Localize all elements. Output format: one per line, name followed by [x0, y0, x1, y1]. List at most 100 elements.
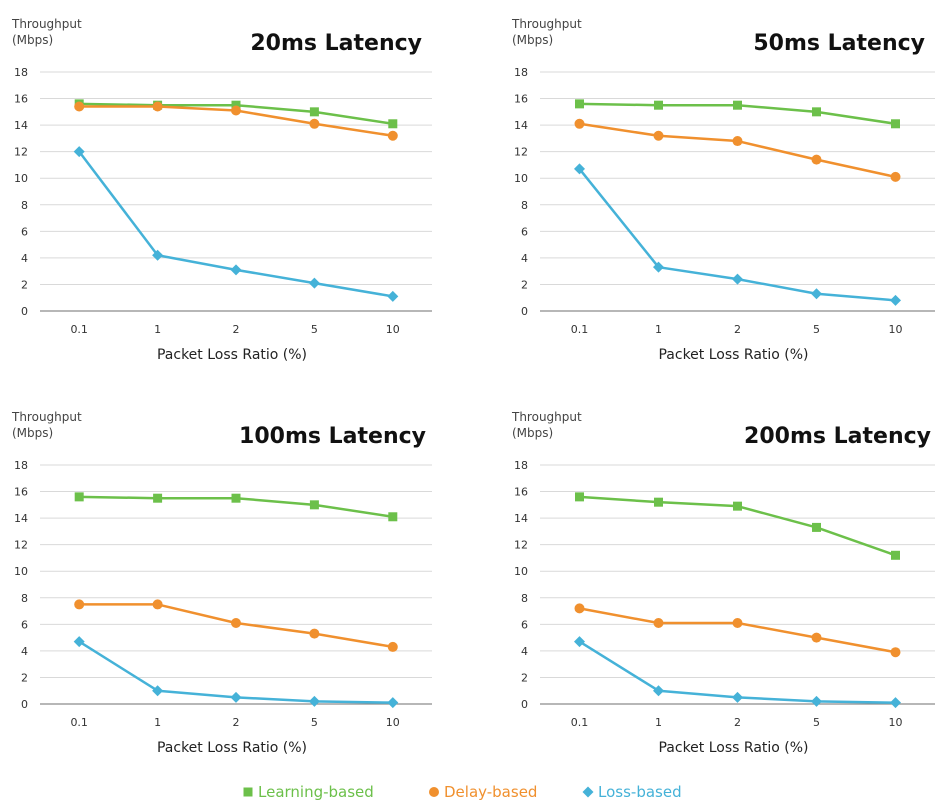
data-point	[231, 100, 241, 110]
data-point	[574, 163, 585, 175]
data-point	[387, 697, 399, 709]
y-tick-label: 16	[514, 93, 528, 106]
x-tick-label: 10	[889, 323, 903, 336]
data-point	[811, 288, 822, 300]
x-tick-label: 0.1	[571, 716, 589, 729]
y-axis-label-line: (Mbps)	[512, 33, 553, 47]
data-point	[812, 522, 821, 532]
x-tick-label: 0.1	[571, 323, 589, 336]
y-tick-label: 12	[514, 539, 528, 552]
x-axis-label: Packet Loss Ratio (%)	[157, 347, 307, 363]
y-axis-label: Throughput (Mbps)	[11, 17, 82, 47]
y-tick-label: 14	[514, 119, 528, 132]
chart-title: 200ms Latency	[744, 424, 931, 449]
series-delay-based	[574, 118, 901, 182]
legend: Learning-based Delay-based Loss-based	[243, 783, 682, 801]
y-tick-label: 0	[521, 305, 528, 318]
x-axis-label: Packet Loss Ratio (%)	[157, 740, 307, 756]
data-point	[230, 691, 242, 703]
x-axis-label: Packet Loss Ratio (%)	[658, 347, 808, 363]
data-point	[732, 136, 743, 147]
y-tick-label: 12	[14, 146, 28, 159]
y-tick-label: 14	[14, 512, 28, 525]
y-tick-label: 8	[21, 199, 28, 212]
data-point	[890, 697, 901, 709]
data-point	[309, 107, 319, 117]
data-point	[387, 130, 398, 141]
data-point	[152, 249, 164, 261]
series-learning-based	[575, 99, 900, 129]
x-tick-label: 5	[311, 323, 318, 336]
x-tick-label: 10	[889, 716, 903, 729]
chart-title: 20ms Latency	[250, 31, 422, 56]
data-point	[387, 290, 399, 302]
data-point	[308, 277, 320, 289]
data-point	[890, 294, 901, 306]
legend-item: Delay-based	[429, 783, 537, 801]
data-point	[74, 599, 85, 610]
y-tick-label: 16	[514, 486, 528, 499]
data-point	[653, 261, 664, 273]
series-delay-based	[74, 101, 398, 141]
chart-title: 100ms Latency	[239, 424, 426, 449]
y-axis-label-line: (Mbps)	[12, 33, 53, 47]
data-point	[575, 492, 584, 502]
data-point	[388, 119, 398, 129]
legend-marker	[429, 787, 439, 797]
chart-panel-2: Throughput (Mbps) 50ms Latency024681012141…	[511, 17, 935, 363]
series-loss-based	[73, 636, 399, 709]
y-tick-label: 4	[21, 645, 28, 658]
data-point	[153, 493, 163, 503]
y-tick-label: 2	[521, 671, 528, 684]
y-tick-label: 2	[21, 671, 28, 684]
y-tick-label: 8	[521, 199, 528, 212]
y-tick-label: 0	[21, 698, 28, 711]
data-point	[73, 636, 85, 648]
data-point	[891, 119, 900, 129]
y-tick-label: 16	[14, 93, 28, 106]
y-tick-label: 4	[521, 252, 528, 265]
y-tick-label: 6	[521, 618, 528, 631]
data-point	[308, 695, 320, 707]
y-axis-label-line: Throughput	[11, 17, 82, 31]
y-tick-label: 12	[514, 146, 528, 159]
data-point	[231, 618, 241, 629]
y-tick-label: 14	[514, 512, 528, 525]
data-point	[574, 636, 585, 648]
data-point	[309, 628, 320, 639]
x-axis-label: Packet Loss Ratio (%)	[658, 740, 808, 756]
x-tick-label: 5	[813, 323, 820, 336]
data-point	[732, 691, 743, 703]
data-point	[654, 497, 663, 507]
y-axis-label-line: Throughput	[11, 410, 82, 424]
data-point	[152, 599, 163, 610]
data-point	[811, 695, 822, 707]
y-tick-label: 10	[14, 172, 28, 185]
y-axis-label: Throughput (Mbps)	[11, 410, 82, 440]
data-point	[152, 685, 164, 697]
y-tick-label: 10	[14, 565, 28, 578]
x-tick-label: 0.1	[70, 716, 88, 729]
y-tick-label: 6	[521, 225, 528, 238]
data-point	[574, 603, 585, 614]
data-point	[74, 101, 85, 112]
legend-label: Learning-based	[258, 783, 374, 801]
y-tick-label: 0	[21, 305, 28, 318]
data-point	[653, 685, 664, 697]
chart-panel-4: Throughput (Mbps) 200ms Latency02468101214…	[511, 410, 935, 756]
y-axis-label-line: Throughput	[511, 17, 582, 31]
chart-panel-1: Throughput (Mbps) 20ms Latency024681012141…	[11, 17, 432, 363]
series-loss-based	[73, 146, 399, 302]
y-axis-label: Throughput (Mbps)	[511, 410, 582, 440]
x-tick-label: 5	[311, 716, 318, 729]
data-point	[653, 618, 664, 629]
data-point	[152, 101, 163, 112]
series-learning-based	[575, 492, 900, 560]
x-tick-label: 1	[154, 716, 161, 729]
data-point	[575, 99, 584, 109]
data-point	[811, 154, 822, 165]
data-point	[388, 512, 398, 522]
data-point	[73, 146, 85, 158]
